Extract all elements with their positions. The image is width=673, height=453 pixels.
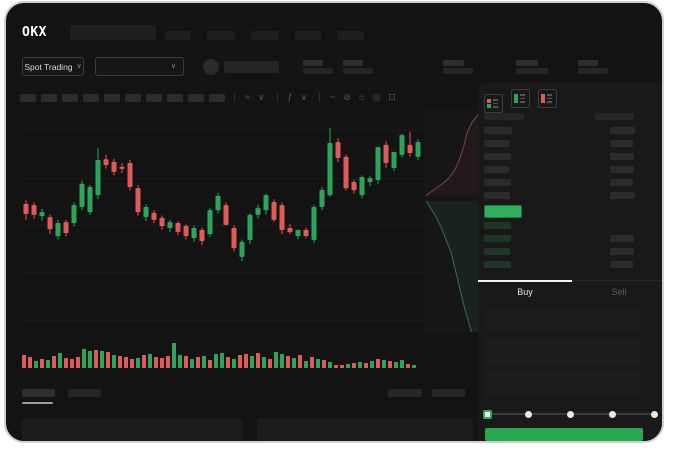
timeframe-button[interactable]	[41, 94, 57, 102]
slider-stop[interactable]	[650, 410, 658, 418]
orderbook-price-header	[484, 113, 524, 120]
ticker-stat	[578, 60, 608, 74]
bottom-tab-history[interactable]	[68, 389, 101, 397]
pair-dropdown[interactable]: ∨	[95, 57, 184, 76]
tab-sell[interactable]: Sell	[611, 286, 627, 297]
buy-submit-button[interactable]	[485, 428, 643, 441]
ask-row[interactable]	[478, 140, 662, 148]
app-screen: OKX Spot Trading ∨ ∨ ≈ ∨ ƒ ∨ ~ ⊘ ⌂ ◎ ⊡ Buy Sell	[4, 1, 664, 443]
okx-logo[interactable]: OKX	[22, 25, 47, 40]
total-input[interactable]	[484, 371, 641, 396]
book-bids-icon[interactable]	[511, 89, 530, 108]
ticker-stat	[443, 60, 473, 74]
bottom-active-tab-underline	[22, 402, 53, 404]
chevron-down-icon[interactable]: ∨	[300, 92, 308, 102]
search-input[interactable]	[70, 25, 156, 40]
bottom-action-placeholder[interactable]	[388, 389, 422, 397]
pair-type-selector[interactable]: Spot Trading ∨	[22, 57, 84, 76]
nav-item-placeholder[interactable]	[165, 31, 191, 40]
bid-row[interactable]	[478, 235, 662, 243]
divider	[276, 91, 278, 102]
eraser-icon[interactable]: ⊘	[343, 92, 351, 102]
timeframe-button[interactable]	[146, 94, 162, 102]
last-price-button[interactable]	[484, 205, 522, 218]
timeframe-button[interactable]	[20, 94, 36, 102]
timeframe-button[interactable]	[83, 94, 99, 102]
chevron-down-icon[interactable]: ∨	[257, 92, 265, 102]
candlestick-chart[interactable]	[20, 110, 424, 332]
book-both-icon[interactable]	[484, 94, 503, 113]
camera-icon[interactable]: ⌂	[358, 92, 365, 102]
bid-row[interactable]	[478, 261, 662, 269]
trade-panel: Buy Sell	[478, 83, 662, 441]
nav-item-placeholder[interactable]	[207, 31, 235, 40]
ask-row[interactable]	[478, 166, 662, 174]
coin-icon	[203, 59, 219, 75]
nav-menu	[165, 27, 380, 45]
ask-row[interactable]	[478, 153, 662, 161]
nav-item-placeholder[interactable]	[295, 31, 321, 40]
price-input[interactable]	[484, 309, 641, 331]
chevron-down-icon: ∨	[76, 63, 82, 70]
orderbook-view-switcher	[484, 89, 565, 113]
slider-stop[interactable]	[525, 410, 533, 418]
chart-tools: ≈ ∨ ƒ ∨ ~ ⊘ ⌂ ◎ ⊡	[230, 87, 404, 105]
nav-item-placeholder[interactable]	[337, 31, 364, 40]
nav-item-placeholder[interactable]	[251, 31, 279, 40]
ticker-stat	[343, 60, 373, 74]
pair-type-label: Spot Trading	[24, 61, 73, 72]
chevron-down-icon: ∨	[170, 63, 176, 70]
volume-chart	[20, 340, 424, 368]
ask-row[interactable]	[478, 179, 662, 187]
line-tool-icon[interactable]: ~	[330, 92, 336, 102]
ask-row[interactable]	[478, 192, 662, 200]
indicators-fx-icon[interactable]: ƒ	[287, 92, 293, 102]
timeframe-toolbar	[20, 89, 230, 107]
candle-style-icon[interactable]: ≈	[245, 92, 250, 102]
bottom-tab-orders[interactable]	[22, 389, 55, 397]
timeframe-button[interactable]	[104, 94, 120, 102]
timeframe-button[interactable]	[188, 94, 204, 102]
orderbook-amount-header	[595, 113, 634, 120]
timeframe-button[interactable]	[209, 94, 225, 102]
open-orders-panel	[22, 418, 242, 441]
ask-row[interactable]	[478, 127, 662, 135]
settings-icon[interactable]: ◎	[372, 92, 381, 102]
timeframe-button[interactable]	[167, 94, 183, 102]
fullscreen-icon[interactable]: ⊡	[388, 92, 396, 102]
divider	[319, 91, 321, 102]
slider-stop[interactable]	[608, 410, 616, 418]
tab-buy[interactable]: Buy	[517, 286, 533, 297]
buy-sell-tabs: Buy Sell	[478, 280, 662, 302]
bid-row[interactable]	[478, 222, 662, 230]
bid-row[interactable]	[478, 248, 662, 256]
pair-name-placeholder	[224, 61, 279, 73]
amount-input[interactable]	[484, 338, 641, 366]
order-history-panel	[257, 418, 473, 441]
book-asks-icon[interactable]	[538, 89, 557, 108]
slider-stop[interactable]	[567, 410, 574, 418]
ticker-stat	[516, 60, 548, 74]
ticker-stat	[303, 60, 333, 74]
timeframe-button[interactable]	[125, 94, 141, 102]
divider	[234, 91, 235, 102]
bottom-action-placeholder[interactable]	[432, 389, 465, 397]
slider-handle[interactable]	[482, 409, 492, 419]
timeframe-button[interactable]	[62, 94, 78, 102]
depth-profile	[424, 110, 479, 333]
active-tab-indicator	[478, 280, 572, 282]
